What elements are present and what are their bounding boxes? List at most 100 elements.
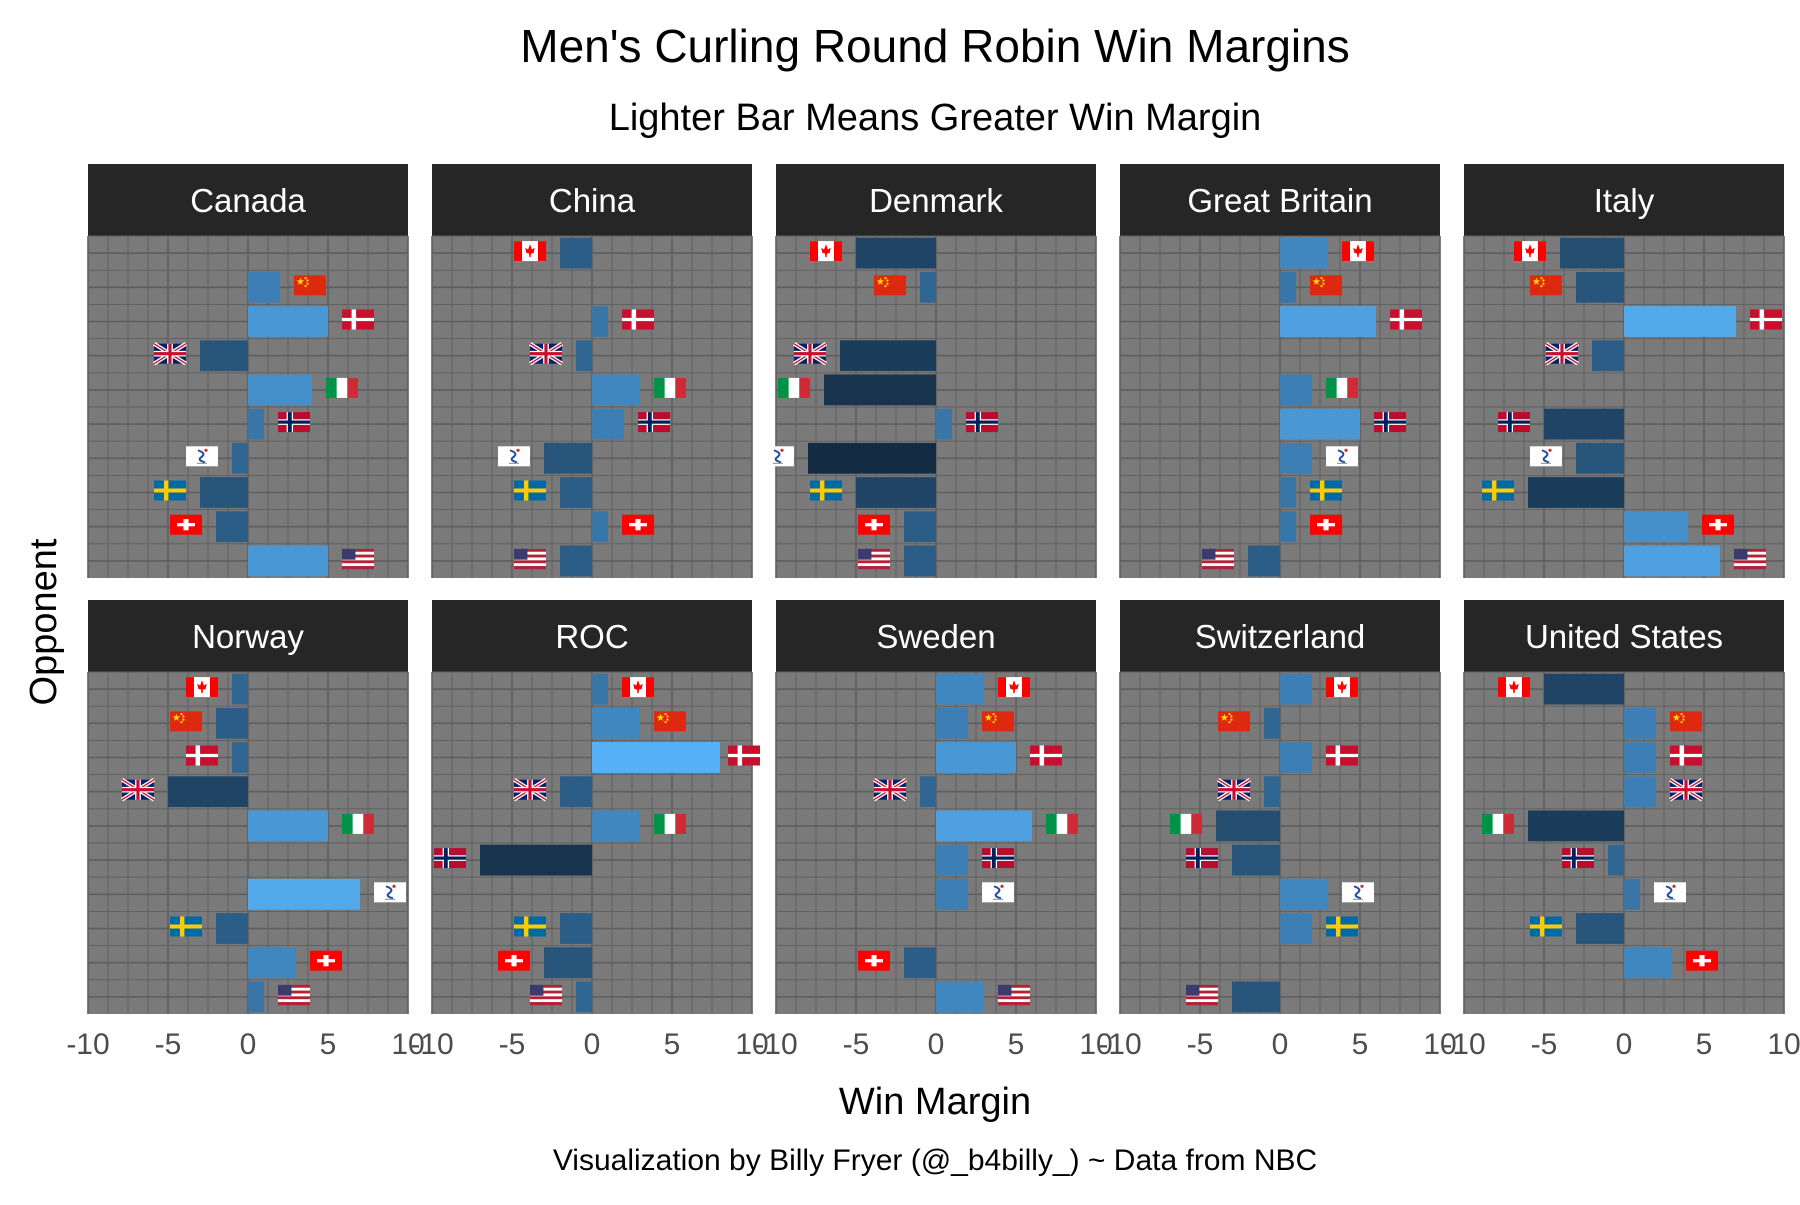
us-flag-stripe bbox=[530, 987, 562, 991]
bar-sweden-vs-norway bbox=[936, 844, 968, 876]
uk-cross-red-h bbox=[530, 352, 562, 356]
china-large-star-icon bbox=[876, 277, 885, 285]
denmark-flag-icon bbox=[1326, 745, 1358, 766]
great-britain-flag-icon bbox=[512, 778, 548, 802]
bar-denmark-vs-norway bbox=[936, 408, 952, 440]
sweden-cross-horizontal bbox=[1530, 924, 1562, 929]
panel-china: China bbox=[431, 164, 753, 578]
panel-title: Norway bbox=[192, 618, 304, 655]
bar-italy-vs-denmark bbox=[1624, 306, 1736, 337]
italy-flag-green bbox=[1046, 813, 1057, 834]
us-flag-stripe bbox=[1202, 560, 1234, 564]
china-small-star-icon bbox=[884, 285, 887, 288]
norway-flag-icon bbox=[434, 848, 466, 869]
us-flag-stripe bbox=[278, 1002, 310, 1006]
bar-denmark-vs-italy bbox=[824, 374, 936, 406]
x-tick-label: 0 bbox=[1616, 1028, 1633, 1061]
bar-switzerland-vs-united-states bbox=[1232, 981, 1280, 1013]
bar-china-vs-roc bbox=[544, 442, 592, 474]
china-large-star-icon bbox=[984, 713, 993, 721]
roc-emblem-dot-icon bbox=[1360, 884, 1364, 888]
italy-flag-green bbox=[1482, 813, 1493, 834]
roc-emblem-flame-icon bbox=[197, 449, 206, 464]
canada-flag-left-band bbox=[1498, 677, 1506, 698]
us-flag-stripe bbox=[530, 999, 562, 1003]
x-tick-label: 0 bbox=[1272, 1028, 1289, 1061]
us-flag-stripe bbox=[530, 996, 562, 1000]
x-tick-label: -5 bbox=[1531, 1028, 1558, 1061]
switzerland-flag-icon bbox=[1702, 514, 1734, 535]
denmark-flag-icon bbox=[1030, 745, 1062, 766]
us-flag-stripe bbox=[514, 557, 546, 561]
us-flag-stripe bbox=[530, 1002, 562, 1006]
us-flag-stripe bbox=[1186, 996, 1218, 1000]
denmark-flag-icon bbox=[1390, 309, 1422, 330]
china-flag-icon bbox=[982, 711, 1014, 732]
canada-flag-icon bbox=[186, 677, 218, 698]
swiss-cross-horizontal bbox=[505, 959, 523, 963]
china-small-star-icon bbox=[1540, 277, 1543, 280]
switzerland-flag-icon bbox=[498, 950, 530, 971]
swiss-cross-horizontal bbox=[629, 523, 647, 527]
maple-leaf-icon bbox=[821, 244, 831, 258]
italy-flag-red bbox=[675, 813, 686, 834]
bar-china-vs-switzerland bbox=[592, 511, 608, 543]
us-flag-icon bbox=[858, 548, 890, 570]
bar-norway-vs-china bbox=[216, 707, 248, 739]
bar-canada-vs-united-states bbox=[248, 545, 328, 577]
us-flag-stripe bbox=[342, 557, 374, 561]
italy-flag-white bbox=[788, 377, 800, 398]
canada-flag-left-band bbox=[1514, 241, 1522, 262]
canada-flag-left-band bbox=[1326, 677, 1334, 698]
great-britain-flag-icon bbox=[120, 778, 156, 802]
bar-sweden-vs-switzerland bbox=[904, 947, 936, 979]
bar-great-britain-vs-denmark bbox=[1280, 306, 1376, 337]
bar-united-states-vs-italy bbox=[1528, 810, 1624, 842]
italy-flag-red bbox=[799, 377, 810, 398]
panel-strip bbox=[88, 600, 408, 672]
bar-canada-vs-sweden bbox=[200, 477, 248, 508]
uk-cross-red-h bbox=[122, 788, 154, 792]
bar-united-states-vs-denmark bbox=[1624, 742, 1656, 773]
china-small-star-icon bbox=[1322, 279, 1325, 282]
bar-denmark-vs-canada bbox=[856, 237, 936, 269]
swiss-cross-horizontal bbox=[317, 959, 335, 963]
china-flag-field bbox=[170, 711, 202, 732]
sweden-cross-horizontal bbox=[1326, 924, 1358, 929]
bar-norway-vs-canada bbox=[232, 673, 248, 705]
bar-sweden-vs-great-britain bbox=[920, 776, 936, 808]
bar-united-states-vs-norway bbox=[1608, 844, 1624, 876]
us-flag-icon bbox=[530, 984, 562, 1006]
bar-china-vs-italy bbox=[592, 374, 640, 406]
norway-cross-inner-h bbox=[278, 420, 310, 424]
us-flag-stripe bbox=[858, 557, 890, 561]
china-small-star-icon bbox=[182, 718, 185, 721]
china-small-star-icon bbox=[1228, 713, 1231, 716]
china-flag-field bbox=[654, 711, 686, 732]
switzerland-flag-icon bbox=[170, 514, 202, 535]
panel-title: China bbox=[549, 182, 636, 219]
italy-flag-green bbox=[1170, 813, 1181, 834]
canada-flag-left-band bbox=[810, 241, 818, 262]
china-small-star-icon bbox=[1680, 721, 1683, 724]
us-flag-icon bbox=[998, 984, 1030, 1006]
italy-flag-green bbox=[326, 377, 337, 398]
italy-flag-green bbox=[778, 377, 789, 398]
canada-flag-icon bbox=[1514, 241, 1546, 262]
bar-canada-vs-roc bbox=[232, 442, 248, 474]
panel-strip bbox=[776, 164, 1096, 236]
china-small-star-icon bbox=[992, 721, 995, 724]
panel-title: Switzerland bbox=[1195, 618, 1366, 655]
bar-roc-vs-norway bbox=[480, 844, 592, 876]
us-flag-stripe bbox=[342, 551, 374, 555]
switzerland-flag-icon bbox=[622, 514, 654, 535]
sweden-flag-icon bbox=[514, 916, 546, 937]
bar-norway-vs-sweden bbox=[216, 913, 248, 944]
bar-great-britain-vs-switzerland bbox=[1280, 511, 1296, 543]
china-small-star-icon bbox=[1320, 285, 1323, 288]
denmark-cross-horizontal bbox=[1030, 753, 1062, 758]
denmark-cross-horizontal bbox=[622, 317, 654, 322]
bar-switzerland-vs-italy bbox=[1216, 810, 1280, 842]
canada-flag-right-band bbox=[1022, 677, 1030, 698]
us-flag-canton bbox=[1734, 548, 1748, 560]
